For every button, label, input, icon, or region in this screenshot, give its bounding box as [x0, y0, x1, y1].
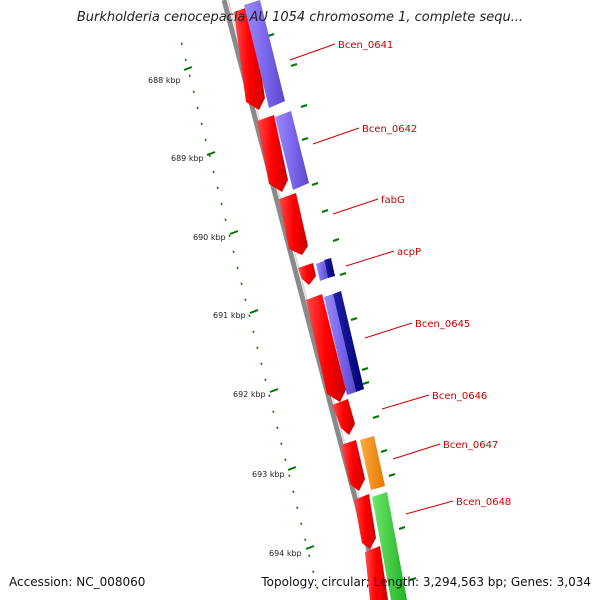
gene-label-bcen-0647[interactable]: Bcen_0647 [443, 440, 498, 451]
minor-tick [236, 266, 239, 269]
gene-arrow-bcen-0642 [257, 115, 288, 192]
gene-block-bcen-0645-navy [333, 291, 364, 392]
gene-block-bcen-0642-rev [275, 111, 309, 190]
minor-tick [188, 74, 191, 77]
gene-arrow-next [365, 546, 388, 600]
minor-tick [280, 442, 283, 445]
minor-tick [288, 474, 291, 477]
tick-label: 691 kbp [213, 311, 246, 320]
gene-block-acpp-rev [316, 261, 328, 281]
forward-strand-genes [234, 6, 388, 600]
minor-tick [292, 490, 295, 493]
map-title: Burkholderia cenocepacia AU 1054 chromos… [76, 10, 524, 25]
minor-tick [192, 90, 195, 93]
minor-tick [304, 538, 307, 541]
tick-dots [180, 42, 319, 589]
minor-tick [276, 426, 279, 429]
minor-tick [312, 570, 315, 573]
minor-tick [308, 554, 311, 557]
tick-689: 689 kbp [171, 151, 216, 163]
gene-label-bcen-0642[interactable]: Bcen_0642 [362, 124, 417, 135]
tick-label: 693 kbp [252, 470, 285, 479]
gene-arrow-bcen-0647 [341, 440, 365, 491]
gene-block-bcen-0645-rev [324, 294, 356, 395]
tick-691: 691 kbp [213, 309, 259, 320]
gene-arrow-acpp [298, 263, 316, 285]
gene-arrow-bcen-0645 [306, 294, 346, 402]
minor-tick [224, 218, 227, 221]
gene-label-acpp[interactable]: acpP [397, 247, 421, 258]
minor-tick [316, 586, 319, 589]
minor-tick [208, 154, 211, 157]
minor-tick [264, 378, 267, 381]
gene-arrow-bcen-0648 [354, 494, 376, 549]
minor-tick [256, 346, 259, 349]
minor-tick [272, 410, 275, 413]
minor-tick [300, 522, 303, 525]
accession-text: Accession: NC_008060 [9, 575, 146, 589]
minor-tick [212, 170, 215, 173]
minor-tick [184, 58, 187, 61]
tick-label: 688 kbp [148, 76, 181, 85]
tick-688: 688 kbp [148, 66, 193, 85]
gene-arrow-bcen-0641 [234, 6, 265, 110]
gene-block-bcen-0641-rev [244, 0, 285, 108]
tick-692: 692 kbp [233, 388, 279, 399]
tick-label: 692 kbp [233, 390, 266, 399]
gene-label-fabg[interactable]: fabG [381, 195, 405, 206]
gene-label-leaders [289, 43, 454, 515]
minor-tick [216, 186, 219, 189]
tick-690: 690 kbp [193, 230, 239, 242]
gene-label-bcen-0648[interactable]: Bcen_0648 [456, 497, 511, 508]
minor-tick [296, 506, 299, 509]
tick-label: 689 kbp [171, 154, 204, 163]
gene-block-bcen-0648 [372, 492, 407, 600]
tick-694: 694 kbp [269, 545, 315, 558]
minor-tick [260, 362, 263, 365]
tick-label: 690 kbp [193, 233, 226, 242]
minor-tick [204, 138, 207, 141]
gene-label-bcen-0645[interactable]: Bcen_0645 [415, 319, 470, 330]
gene-arrow-bcen-0646 [332, 399, 355, 435]
gene-arrow-fabg [279, 193, 308, 255]
minor-tick [220, 202, 223, 205]
minor-tick [252, 330, 255, 333]
tick-label: 694 kbp [269, 549, 302, 558]
minor-tick [196, 106, 199, 109]
minor-tick [200, 122, 203, 125]
gene-block-acpp-navy [324, 258, 335, 278]
minor-tick [268, 394, 271, 397]
tick-693: 693 kbp [252, 466, 297, 479]
genome-summary-text: Topology: circular; Length: 3,294,563 bp… [261, 575, 591, 589]
minor-tick [244, 298, 247, 301]
gene-label-bcen-0646[interactable]: Bcen_0646 [432, 391, 487, 402]
minor-tick [228, 234, 231, 237]
gene-block-bcen-0647 [360, 436, 385, 490]
minor-tick [240, 282, 243, 285]
minor-tick [284, 458, 287, 461]
minor-tick [232, 250, 235, 253]
gene-label-bcen-0641[interactable]: Bcen_0641 [338, 40, 393, 51]
minor-tick [180, 42, 183, 45]
minor-tick [248, 314, 251, 317]
outer-track-marks [267, 32, 417, 582]
reverse-strand-genes [244, 0, 407, 600]
